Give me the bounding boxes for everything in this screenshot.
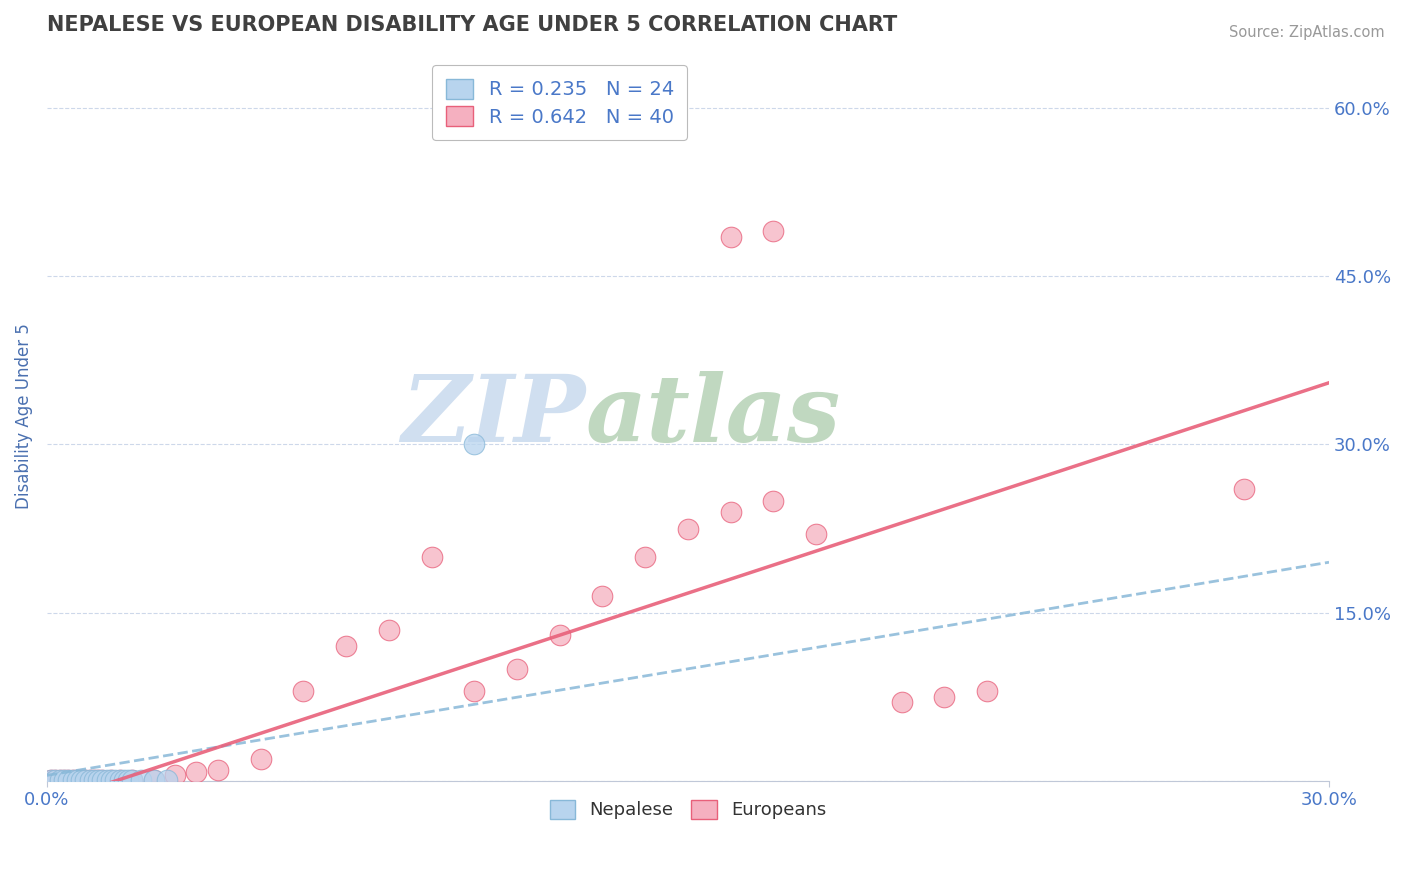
Point	[53, 772, 76, 787]
Point	[463, 437, 485, 451]
Point	[378, 623, 401, 637]
Point	[48, 772, 70, 787]
Point	[91, 772, 114, 787]
Point	[79, 772, 101, 787]
Point	[66, 772, 89, 787]
Point	[335, 640, 357, 654]
Point	[592, 589, 614, 603]
Point	[75, 772, 97, 787]
Point	[100, 772, 122, 787]
Point	[186, 764, 208, 779]
Y-axis label: Disability Age Under 5: Disability Age Under 5	[15, 324, 32, 509]
Point	[70, 772, 93, 787]
Point	[58, 772, 80, 787]
Point	[142, 772, 165, 787]
Point	[83, 772, 105, 787]
Point	[62, 772, 84, 787]
Point	[129, 772, 152, 787]
Point	[44, 772, 66, 787]
Point	[142, 772, 165, 787]
Point	[249, 751, 271, 765]
Legend: Nepalese, Europeans: Nepalese, Europeans	[543, 793, 834, 827]
Point	[548, 628, 571, 642]
Point	[79, 772, 101, 787]
Point	[53, 772, 76, 787]
Point	[75, 772, 97, 787]
Point	[58, 772, 80, 787]
Point	[121, 772, 143, 787]
Point	[634, 549, 657, 564]
Point	[87, 772, 110, 787]
Point	[104, 772, 127, 787]
Point	[44, 772, 66, 787]
Point	[121, 772, 143, 787]
Point	[83, 772, 105, 787]
Point	[720, 230, 742, 244]
Point	[91, 772, 114, 787]
Point	[108, 772, 131, 787]
Point	[420, 549, 443, 564]
Point	[39, 772, 62, 787]
Point	[39, 772, 62, 787]
Point	[506, 662, 529, 676]
Point	[87, 772, 110, 787]
Point	[934, 690, 956, 704]
Point	[890, 696, 912, 710]
Point	[70, 772, 93, 787]
Point	[155, 772, 177, 787]
Point	[112, 772, 135, 787]
Point	[292, 684, 315, 698]
Point	[720, 505, 742, 519]
Point	[117, 772, 139, 787]
Text: NEPALESE VS EUROPEAN DISABILITY AGE UNDER 5 CORRELATION CHART: NEPALESE VS EUROPEAN DISABILITY AGE UNDE…	[46, 15, 897, 35]
Point	[96, 772, 118, 787]
Point	[1232, 483, 1254, 497]
Point	[976, 684, 998, 698]
Point	[48, 772, 70, 787]
Point	[66, 772, 89, 787]
Point	[62, 772, 84, 787]
Text: Source: ZipAtlas.com: Source: ZipAtlas.com	[1229, 25, 1385, 40]
Point	[762, 224, 785, 238]
Point	[762, 493, 785, 508]
Point	[165, 768, 187, 782]
Point	[108, 772, 131, 787]
Point	[100, 772, 122, 787]
Text: ZIP: ZIP	[401, 371, 585, 461]
Point	[676, 522, 699, 536]
Point	[804, 527, 827, 541]
Point	[463, 684, 485, 698]
Point	[207, 763, 229, 777]
Text: atlas: atlas	[585, 371, 841, 461]
